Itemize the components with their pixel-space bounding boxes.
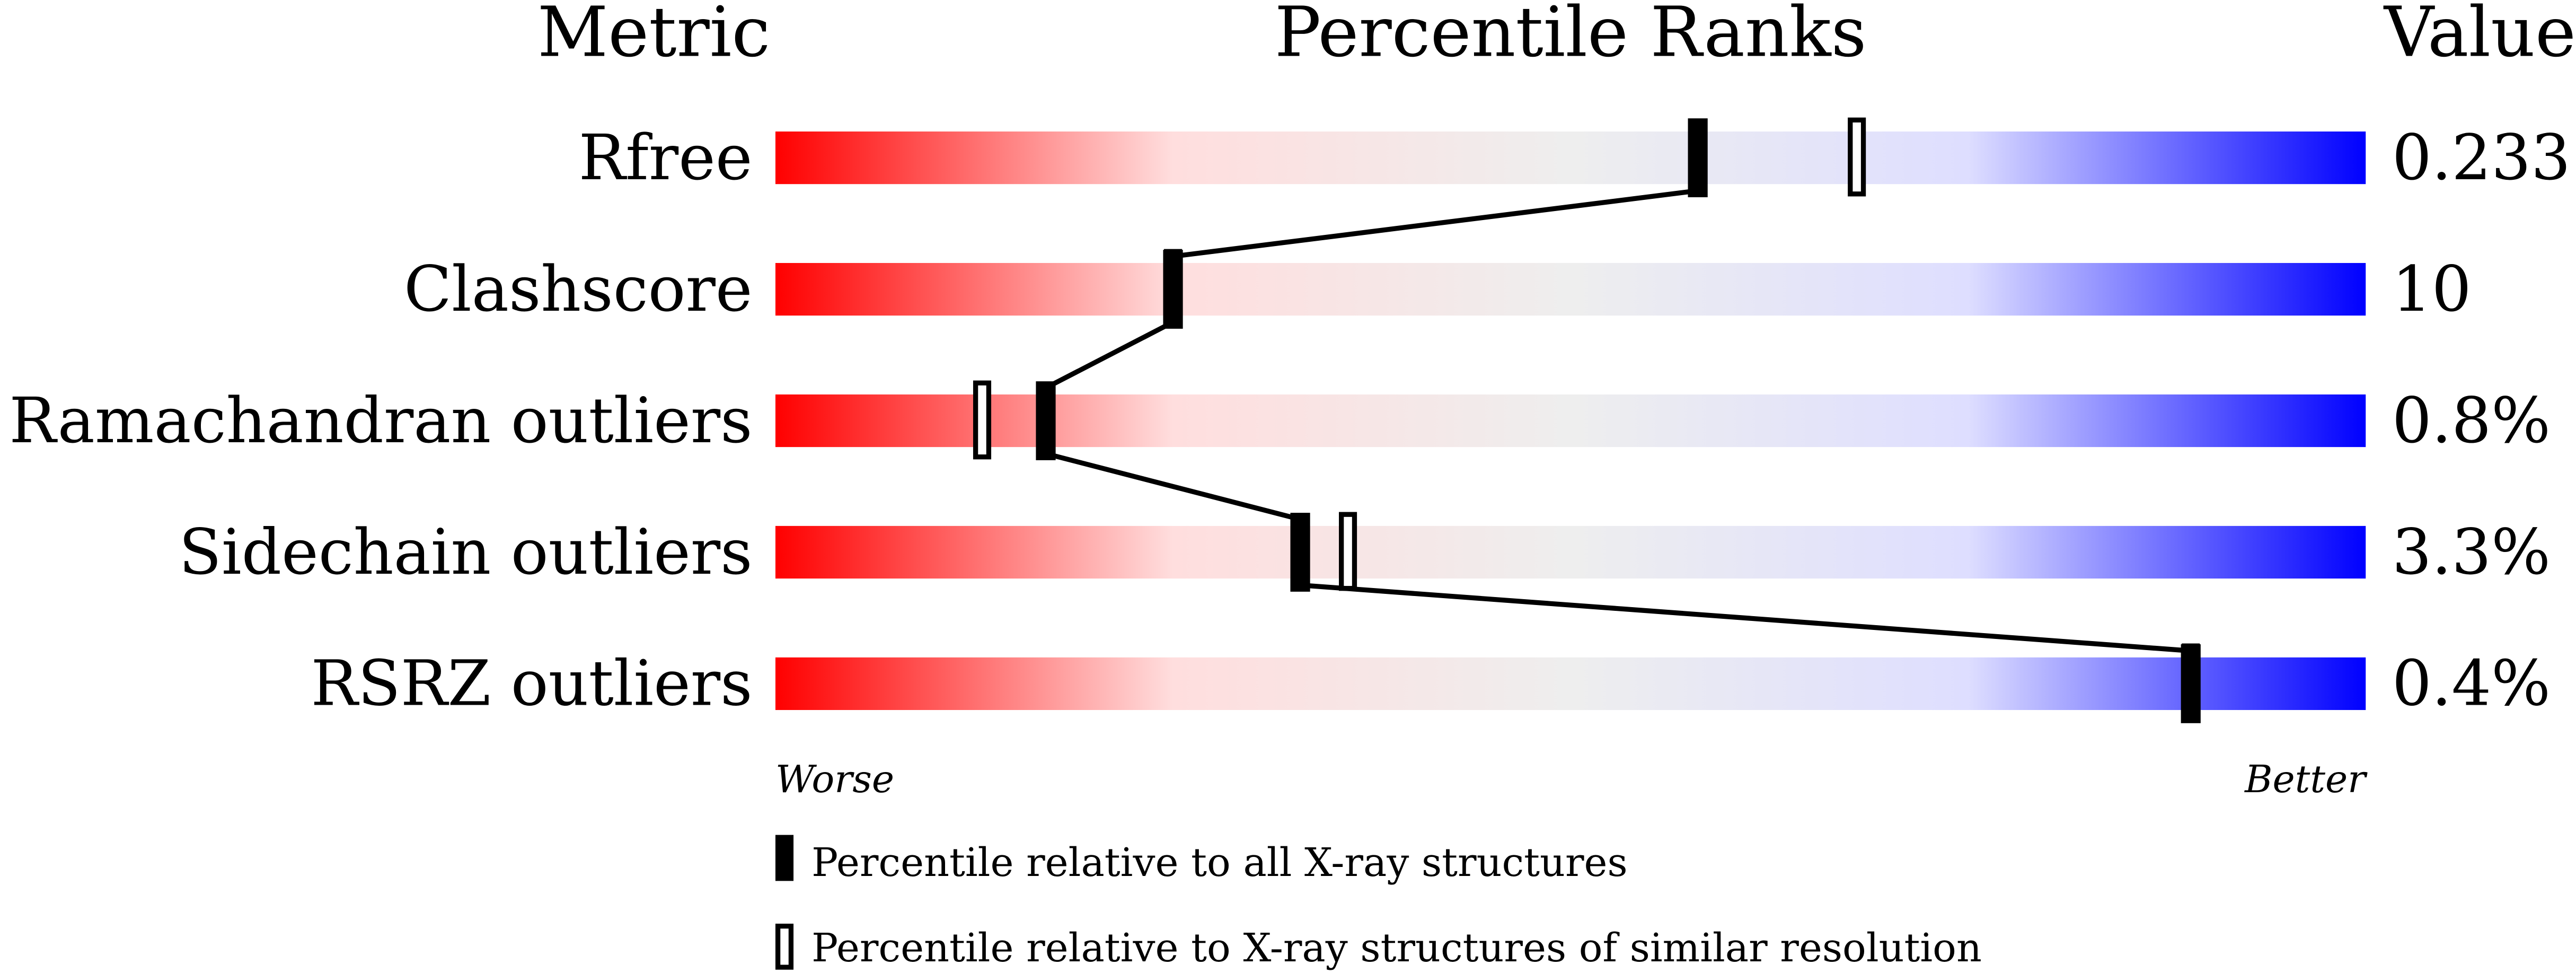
- marker-all-structures: [1688, 118, 1708, 197]
- worse-label: Worse: [775, 757, 894, 801]
- metric-label: Ramachandran outliers: [9, 384, 752, 457]
- connector-line: [1045, 451, 1301, 522]
- header-value: Value: [2383, 0, 2576, 72]
- percentile-bar: [775, 657, 2366, 711]
- metric-label: Clashscore: [404, 253, 753, 326]
- header-metric: Metric: [537, 0, 770, 72]
- connector-line: [1172, 188, 1698, 259]
- connector-line: [1044, 320, 1175, 390]
- metric-value: 0.8%: [2392, 384, 2551, 457]
- percentile-bar: [775, 262, 2366, 316]
- marker-similar-resolution: [1339, 512, 1357, 591]
- marker-all-structures: [2181, 644, 2201, 723]
- marker-all-structures: [1036, 381, 1056, 460]
- better-label: Better: [2244, 757, 2368, 801]
- marker-all-structures: [1163, 250, 1183, 329]
- legend-filled-marker: [775, 835, 794, 881]
- metric-value: 0.4%: [2392, 647, 2551, 720]
- percentile-bar: [775, 132, 2366, 185]
- marker-similar-resolution: [1848, 117, 1866, 197]
- metric-label: Sidechain outliers: [179, 516, 752, 589]
- marker-all-structures: [1290, 513, 1310, 592]
- metric-label: RSRZ outliers: [311, 647, 752, 720]
- percentile-bar: [775, 525, 2366, 579]
- metric-value: 10: [2392, 253, 2472, 326]
- legend-open-marker: [775, 923, 794, 970]
- header-percentile-ranks: Percentile Ranks: [1275, 0, 1867, 72]
- metric-label: Rfree: [579, 121, 753, 194]
- legend-all-label: Percentile relative to all X-ray structu…: [811, 839, 1628, 886]
- connector-line: [1300, 582, 2191, 654]
- legend-similar-label: Percentile relative to X-ray structures …: [811, 925, 1982, 971]
- percentile-bar: [775, 394, 2366, 448]
- marker-similar-resolution: [973, 380, 992, 460]
- metric-value: 0.233: [2392, 121, 2571, 194]
- metric-value: 3.3%: [2392, 516, 2551, 589]
